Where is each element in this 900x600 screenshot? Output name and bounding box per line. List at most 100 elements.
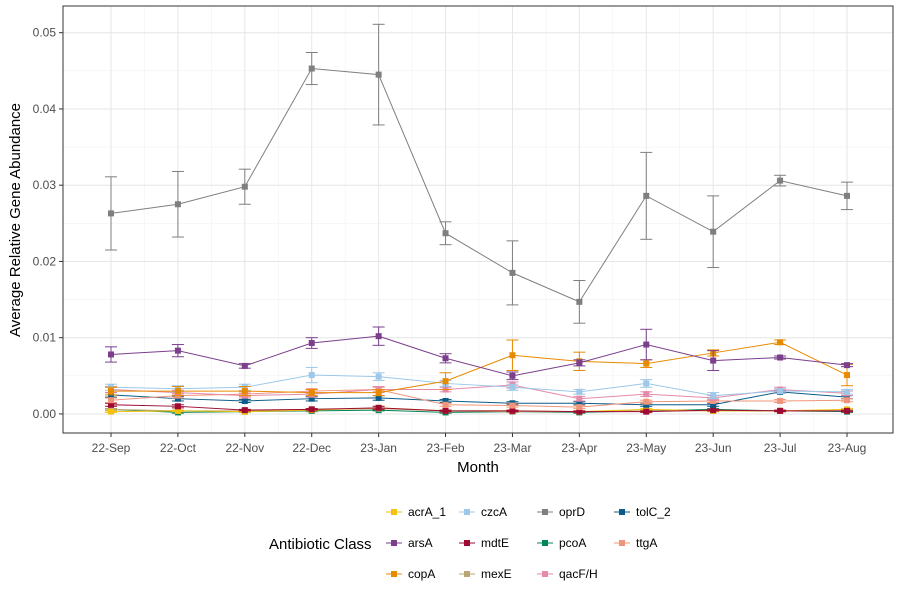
legend-item-mdte: mdtE	[459, 536, 509, 550]
data-point	[174, 407, 181, 414]
data-point	[643, 341, 650, 348]
legend-title: Antibiotic Class	[269, 536, 372, 553]
data-point	[308, 65, 315, 72]
data-point	[174, 388, 181, 395]
legend-item-pcoa: pcoA	[537, 536, 586, 550]
data-point	[509, 384, 516, 391]
data-point	[576, 408, 583, 415]
data-point	[710, 401, 717, 408]
y-tick-label: 0.00	[33, 407, 57, 421]
legend-item-copa: copA	[386, 567, 435, 581]
data-point	[844, 397, 850, 404]
x-tick-label: 23-Aug	[828, 441, 867, 455]
legend: acrA_1 arsA copA czcA mdtE mexE oprD pcoA qacF/H…	[386, 505, 671, 581]
x-tick-label: 23-Apr	[561, 441, 597, 455]
data-point	[509, 352, 516, 359]
legend-item-mexe: mexE	[459, 567, 512, 581]
y-tick-label: 0.01	[33, 331, 57, 345]
legend-item-acra-1: acrA_1	[386, 505, 446, 519]
legend-key-marker	[391, 571, 397, 577]
data-point	[375, 389, 382, 396]
legend-key-marker	[542, 571, 548, 577]
y-tick-label: 0.02	[33, 254, 57, 268]
data-point	[108, 397, 114, 404]
data-point	[442, 378, 449, 385]
x-tick-label: 22-Nov	[225, 441, 264, 455]
data-point	[509, 372, 516, 379]
data-point	[241, 397, 248, 404]
legend-key-marker	[464, 571, 470, 577]
data-point	[576, 395, 583, 402]
plot-panel-border	[62, 5, 894, 434]
data-point	[777, 388, 784, 395]
series-line	[110, 384, 848, 400]
data-point	[710, 357, 717, 364]
data-point	[576, 400, 583, 407]
x-tick-label: 23-Feb	[427, 441, 465, 455]
data-point	[643, 380, 650, 387]
x-tick-label: 23-Jan	[360, 441, 397, 455]
series-line	[110, 391, 848, 406]
data-point	[375, 333, 382, 340]
data-point	[643, 401, 650, 408]
data-point	[643, 408, 650, 415]
data-point	[241, 183, 248, 190]
data-point	[844, 394, 850, 401]
legend-label: mexE	[481, 567, 512, 581]
data-point	[643, 398, 650, 405]
legend-item-oprd: oprD	[537, 505, 585, 519]
data-point	[576, 298, 583, 305]
x-tick-label: 23-May	[626, 441, 666, 455]
data-point	[241, 362, 248, 369]
data-point	[108, 401, 114, 408]
data-point	[442, 230, 449, 237]
data-point	[710, 392, 717, 399]
legend-item-arsa: arsA	[386, 536, 433, 550]
x-tick-label: 22-Sep	[92, 441, 131, 455]
data-point	[777, 397, 784, 404]
legend-label: czcA	[481, 505, 507, 519]
data-point	[108, 210, 114, 217]
y-axis-label: Average Relative Gene Abundance	[7, 103, 24, 337]
series-line	[110, 67, 848, 303]
data-point	[844, 192, 850, 199]
data-point	[442, 407, 449, 414]
data-point	[509, 402, 516, 409]
data-point	[375, 71, 382, 78]
data-point	[308, 340, 315, 347]
data-point	[643, 360, 650, 367]
x-tick-label: 23-Jun	[695, 441, 732, 455]
data-point	[777, 354, 784, 361]
legend-item-czca: czcA	[459, 505, 507, 519]
x-axis: 22-Sep 22-Oct 22-Nov 22-Dec 23-Jan 23-Feb 23-M…	[92, 433, 867, 455]
legend-key-marker	[619, 540, 625, 546]
legend-item-qacf-h: qacF/H	[537, 567, 598, 581]
data-point	[308, 406, 315, 413]
legend-label: mdtE	[481, 536, 509, 550]
series-mdte	[105, 401, 853, 415]
legend-key-marker	[542, 540, 548, 546]
data-point	[241, 407, 248, 414]
legend-key-marker	[542, 509, 548, 515]
data-point	[108, 388, 114, 395]
data-point	[174, 347, 181, 354]
data-point	[375, 394, 382, 401]
y-tick-label: 0.04	[33, 102, 57, 116]
data-point	[777, 339, 784, 346]
legend-key-marker	[391, 540, 397, 546]
x-tick-label: 23-Mar	[493, 441, 531, 455]
data-point	[643, 192, 650, 199]
legend-label: pcoA	[559, 536, 586, 550]
legend-key-marker	[464, 540, 470, 546]
x-axis-label: Month	[457, 459, 499, 476]
legend-label: qacF/H	[559, 567, 598, 581]
legend-item-tolc-2: tolC_2	[614, 505, 671, 519]
data-point	[442, 355, 449, 362]
data-point	[375, 373, 382, 380]
series-line	[110, 335, 848, 377]
data-point	[777, 407, 784, 414]
data-point	[509, 269, 516, 276]
data-point	[241, 388, 248, 395]
data-point	[308, 389, 315, 396]
x-tick-label: 23-Jul	[764, 441, 797, 455]
